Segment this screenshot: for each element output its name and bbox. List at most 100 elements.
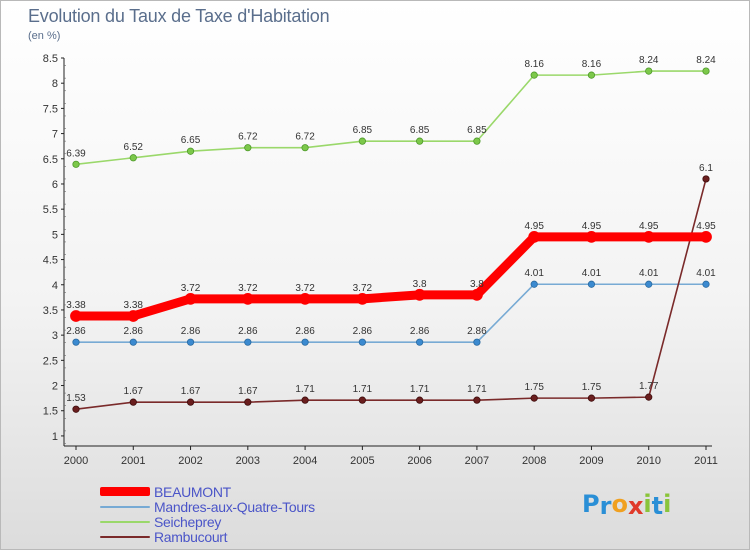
data-label-mandres: 4.01 xyxy=(582,268,602,279)
data-label-beaumont: 4.95 xyxy=(696,221,716,232)
data-label-rambucourt: 6.1 xyxy=(699,163,713,174)
data-point-beaumont xyxy=(528,230,541,243)
data-label-beaumont: 4.95 xyxy=(639,221,659,232)
data-point-beaumont xyxy=(356,292,369,305)
data-point-beaumont xyxy=(413,288,426,301)
legend-item-rambucourt: Rambucourt xyxy=(100,528,315,545)
x-tick-label: 2004 xyxy=(293,455,317,467)
chart-subtitle: (en %) xyxy=(28,30,61,42)
data-label-mandres: 2.86 xyxy=(467,326,487,337)
data-label-rambucourt: 1.75 xyxy=(582,382,602,393)
logo-letter: x xyxy=(627,492,644,520)
y-tick-label: 8 xyxy=(52,78,58,90)
data-point-seicheprey xyxy=(530,71,538,79)
data-label-seicheprey: 8.24 xyxy=(639,55,659,66)
data-label-rambucourt: 1.67 xyxy=(124,386,144,397)
data-label-beaumont: 3.8 xyxy=(470,279,484,290)
x-tick-label: 2005 xyxy=(350,455,374,467)
data-label-beaumont: 3.72 xyxy=(181,283,201,294)
data-label-mandres: 2.86 xyxy=(181,326,201,337)
data-point-mandres xyxy=(702,280,710,288)
data-point-seicheprey xyxy=(587,71,596,79)
x-tick-label: 2009 xyxy=(579,455,603,467)
data-point-rambucourt xyxy=(530,394,538,402)
y-tick-label: 7 xyxy=(52,129,58,141)
data-point-beaumont xyxy=(700,230,712,243)
y-tick-label: 3.5 xyxy=(43,305,58,317)
data-label-rambucourt: 1.71 xyxy=(295,384,315,395)
data-point-seicheprey xyxy=(244,144,252,152)
proxiti-logo: Proxiti xyxy=(582,490,671,520)
data-point-mandres xyxy=(587,280,596,288)
data-point-rambucourt xyxy=(129,398,137,406)
data-label-beaumont: 3.8 xyxy=(413,279,427,290)
y-tick-label: 3 xyxy=(52,330,58,342)
data-point-seicheprey xyxy=(702,67,710,75)
legend-label-beaumont: BEAUMONT xyxy=(154,483,231,500)
data-point-mandres xyxy=(129,338,137,346)
y-tick-label: 2 xyxy=(52,381,58,393)
data-point-beaumont xyxy=(127,310,140,322)
legend-swatch-seicheprey xyxy=(100,520,150,523)
data-point-rambucourt xyxy=(702,175,710,183)
data-point-beaumont xyxy=(642,230,655,243)
data-point-seicheprey xyxy=(301,144,309,152)
data-point-seicheprey xyxy=(473,137,481,145)
data-point-rambucourt xyxy=(587,394,596,402)
data-point-mandres xyxy=(473,338,481,346)
data-point-beaumont xyxy=(70,310,82,322)
logo-letter: P xyxy=(582,490,600,518)
y-tick-label: 1 xyxy=(52,431,58,443)
data-label-beaumont: 3.72 xyxy=(295,283,315,294)
data-point-rambucourt xyxy=(244,398,252,406)
data-label-mandres: 4.01 xyxy=(639,268,659,279)
legend-item-beaumont: BEAUMONT xyxy=(100,483,315,500)
x-tick-label: 2008 xyxy=(522,455,546,467)
data-label-mandres: 2.86 xyxy=(124,326,144,337)
data-point-seicheprey xyxy=(416,137,424,145)
data-point-rambucourt xyxy=(473,396,481,404)
data-point-seicheprey xyxy=(129,154,137,162)
legend-label-rambucourt: Rambucourt xyxy=(154,528,228,545)
x-tick-label: 2006 xyxy=(407,455,431,467)
x-tick-label: 2010 xyxy=(636,455,660,467)
data-point-seicheprey xyxy=(358,137,366,145)
data-point-rambucourt xyxy=(301,396,309,404)
data-label-seicheprey: 6.65 xyxy=(181,135,201,146)
data-label-mandres: 2.86 xyxy=(295,326,315,337)
data-label-seicheprey: 6.52 xyxy=(124,142,144,153)
x-tick-label: 2003 xyxy=(236,455,260,467)
data-label-beaumont: 3.38 xyxy=(124,300,144,311)
x-tick-label: 2001 xyxy=(121,455,145,467)
data-point-beaumont xyxy=(471,288,483,301)
y-tick-label: 4 xyxy=(52,280,58,292)
data-point-mandres xyxy=(416,338,424,346)
data-point-beaumont xyxy=(299,292,311,305)
logo-letter: r xyxy=(599,492,612,520)
data-label-beaumont: 3.38 xyxy=(66,300,86,311)
logo-letter: i xyxy=(643,490,652,518)
data-label-seicheprey: 6.39 xyxy=(66,148,86,159)
data-point-beaumont xyxy=(241,292,254,305)
legend-label-seicheprey: Seicheprey xyxy=(154,513,222,530)
y-tick-label: 1.5 xyxy=(43,406,58,418)
data-label-mandres: 2.86 xyxy=(66,326,86,337)
series-line-mandres xyxy=(75,283,707,343)
y-tick-label: 4.5 xyxy=(43,255,58,267)
logo-letter: o xyxy=(611,490,628,518)
data-label-rambucourt: 1.77 xyxy=(639,381,659,392)
x-tick-label: 2002 xyxy=(178,455,202,467)
data-point-mandres xyxy=(301,338,309,346)
y-tick-label: 7.5 xyxy=(43,103,58,115)
x-tick-label: 2000 xyxy=(64,455,88,467)
data-label-beaumont: 4.95 xyxy=(582,221,602,232)
legend-swatch-rambucourt xyxy=(100,535,150,538)
data-label-rambucourt: 1.53 xyxy=(66,393,86,404)
data-label-seicheprey: 6.85 xyxy=(467,125,487,136)
series-line-seicheprey xyxy=(75,70,707,166)
data-point-seicheprey xyxy=(72,160,80,168)
data-point-seicheprey xyxy=(186,147,195,155)
data-label-rambucourt: 1.75 xyxy=(524,382,544,393)
legend-item-mandres: Mandres-aux-Quatre-Tours xyxy=(100,499,315,515)
